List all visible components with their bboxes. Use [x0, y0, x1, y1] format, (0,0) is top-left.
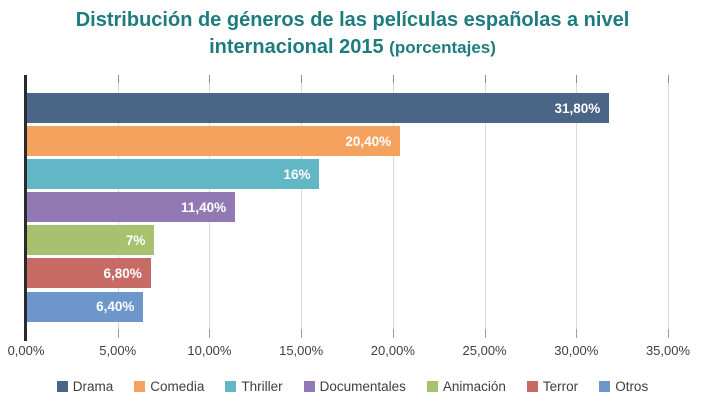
x-tick-label-30: 30,00% — [554, 343, 599, 358]
legend: Drama Comedia Thriller Documentales Animació… — [0, 379, 705, 394]
legend-label: Otros — [615, 379, 649, 394]
legend-label: Comedia — [150, 379, 205, 394]
bar-row-documentales: 11,40% — [26, 192, 668, 225]
tick-top-15 — [301, 75, 302, 83]
plot-area: 31,80% 20,40% 16% 11,40% 7% 6,80% 6,40% — [26, 75, 669, 338]
bar-otros: 6,40% — [26, 291, 144, 322]
gridline-25 — [485, 76, 486, 329]
legend-item-documentales: Documentales — [303, 379, 406, 394]
bar-value-label: 11,40% — [181, 199, 227, 215]
chart-title-line2: internacional 2015 (porcentajes) — [0, 34, 705, 61]
legend-swatch-icon — [599, 381, 611, 392]
tick-bottom-10 — [209, 329, 210, 338]
legend-item-drama: Drama — [56, 379, 114, 394]
legend-label: Thriller — [241, 379, 283, 394]
legend-label: Animación — [442, 379, 506, 394]
tick-top-35 — [668, 75, 669, 83]
gridline-30 — [576, 76, 577, 329]
tick-top-20 — [393, 75, 394, 83]
tick-bottom-5 — [118, 329, 119, 338]
legend-label: Terror — [542, 379, 579, 394]
gridline-20 — [393, 76, 394, 329]
legend-swatch-icon — [526, 381, 538, 392]
x-axis-tick-labels: 0,00% 5,00% 10,00% 15,00% 20,00% 25,00% 30,00%… — [0, 343, 705, 359]
legend-swatch-icon — [303, 381, 315, 392]
tick-top-10 — [209, 75, 210, 83]
legend-swatch-icon — [134, 381, 146, 392]
bar-terror: 6,80% — [26, 258, 151, 289]
bar-row-comedia: 20,40% — [26, 126, 668, 159]
bar-series: 31,80% 20,40% 16% 11,40% 7% 6,80% 6,40% — [26, 93, 668, 325]
tick-bottom-25 — [485, 329, 486, 338]
legend-item-animación: Animación — [426, 379, 506, 394]
bar-row-drama: 31,80% — [26, 93, 668, 126]
tick-bottom-35 — [668, 329, 669, 338]
bar-value-label: 7% — [125, 232, 146, 248]
tick-top-30 — [576, 75, 577, 83]
chart-title-line1: Distribución de géneros de las películas… — [75, 9, 630, 31]
tick-bottom-15 — [301, 329, 302, 338]
legend-item-terror: Terror — [526, 379, 579, 394]
bar-animación: 7% — [26, 225, 155, 256]
x-tick-label-15: 15,00% — [279, 343, 324, 358]
gridline-35 — [668, 76, 669, 329]
bar-thriller: 16% — [26, 159, 320, 190]
bar-row-terror: 6,80% — [26, 258, 668, 291]
bar-row-animación: 7% — [26, 225, 668, 258]
legend-item-comedia: Comedia — [134, 379, 204, 394]
tick-top-5 — [118, 75, 119, 83]
tick-bottom-20 — [393, 329, 394, 338]
bar-drama: 31,80% — [26, 93, 610, 123]
x-tick-label-5: 5,00% — [99, 343, 137, 358]
legend-label: Documentales — [319, 379, 406, 394]
bar-value-label: 16% — [283, 166, 311, 182]
bar-value-label: 20,40% — [345, 133, 392, 149]
chart-title: Distribución de géneros de las películas… — [0, 7, 705, 61]
x-tick-label-20: 20,00% — [370, 343, 415, 358]
legend-swatch-icon — [56, 381, 68, 392]
legend-swatch-icon — [225, 381, 237, 392]
x-tick-label-25: 25,00% — [462, 343, 507, 358]
bar-value-label: 31,80% — [554, 100, 601, 116]
bar-row-thriller: 16% — [26, 159, 668, 192]
chart-title-line2-main: internacional 2015 — [209, 36, 384, 58]
gridline-15 — [301, 76, 302, 329]
legend-item-thriller: Thriller — [225, 379, 283, 394]
tick-top-25 — [485, 75, 486, 83]
bar-comedia: 20,40% — [26, 126, 401, 157]
x-tick-label-10: 10,00% — [187, 343, 232, 358]
y-axis-line — [24, 75, 27, 341]
legend-item-otros: Otros — [599, 379, 648, 394]
legend-swatch-icon — [426, 381, 438, 392]
x-tick-label-35: 35,00% — [645, 343, 691, 358]
bar-value-label: 6,40% — [96, 299, 135, 315]
legend-label: Drama — [72, 379, 114, 394]
chart-title-subtitle: (porcentajes) — [389, 38, 496, 57]
x-tick-label-0: 0,00% — [7, 343, 45, 358]
bar-value-label: 6,80% — [103, 265, 142, 281]
bar-row-otros: 6,40% — [26, 291, 668, 325]
bar-documentales: 11,40% — [26, 192, 236, 223]
tick-bottom-30 — [576, 329, 577, 338]
